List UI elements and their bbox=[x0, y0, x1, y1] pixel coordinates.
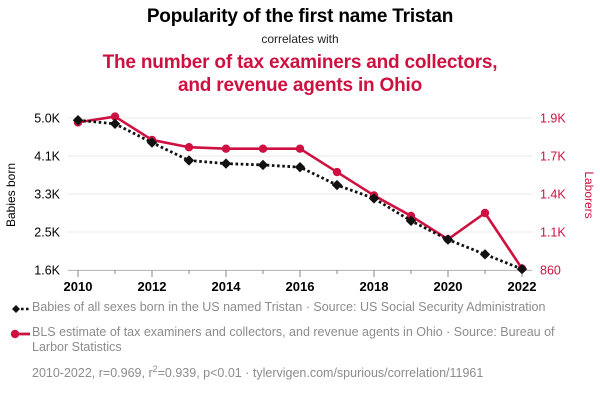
svg-text:2012: 2012 bbox=[138, 279, 167, 294]
chart-footer: Babies of all sexes born in the US named… bbox=[0, 300, 600, 381]
chart-subtitle: The number of tax examiners and collecto… bbox=[0, 51, 600, 97]
stats-r2-value: =0.939 bbox=[157, 366, 197, 381]
stats-sep-4: · bbox=[241, 366, 253, 381]
page-title: Popularity of the first name Tristan bbox=[146, 6, 454, 27]
stats-sep-2: , bbox=[141, 366, 149, 381]
left-axis-tick-labels: 5.0K 4.1K 3.3K 2.5K 1.6K bbox=[34, 112, 60, 278]
svg-text:2.5K: 2.5K bbox=[34, 226, 60, 240]
svg-text:2016: 2016 bbox=[286, 279, 315, 294]
svg-text:2014: 2014 bbox=[212, 279, 242, 294]
correlates-with-label: correlates with bbox=[261, 32, 339, 46]
x-axis-tick-labels: 2010 2012 2014 2016 2018 2020 2022 bbox=[64, 279, 537, 294]
line-chart-svg: 5.0K 4.1K 3.3K 2.5K 1.6K 1.9K 1.7K 1.4K 1.1K 860… bbox=[34, 112, 566, 295]
svg-text:4.1K: 4.1K bbox=[34, 150, 60, 164]
legend-item-babies: Babies of all sexes born in the US named… bbox=[6, 300, 592, 318]
right-axis-tick-labels: 1.9K 1.7K 1.4K 1.1K 860 bbox=[540, 112, 566, 278]
svg-text:3.3K: 3.3K bbox=[34, 188, 60, 202]
svg-text:1.4K: 1.4K bbox=[540, 188, 566, 202]
x-axis bbox=[68, 270, 532, 277]
stats-year-range: 2010-2022 bbox=[32, 366, 92, 381]
legend-label-laborers: BLS estimate of tax examiners and collec… bbox=[32, 325, 555, 354]
legend-key-diamond-dotted-icon bbox=[6, 302, 32, 318]
stats-sep-1: , bbox=[91, 366, 99, 381]
stats-r: r=0.969 bbox=[98, 366, 142, 381]
svg-text:5.0K: 5.0K bbox=[34, 112, 60, 126]
svg-text:2020: 2020 bbox=[434, 279, 463, 294]
chart-subtitle-line2: and revenue agents in Ohio bbox=[178, 75, 422, 96]
chart-header: Popularity of the first name Tristan cor… bbox=[0, 0, 600, 97]
svg-text:1.6K: 1.6K bbox=[34, 264, 60, 278]
right-axis-title: Laborers bbox=[582, 171, 596, 219]
svg-text:2022: 2022 bbox=[508, 279, 537, 294]
stats-sep-3: , bbox=[196, 366, 204, 381]
gridlines bbox=[68, 117, 532, 271]
stats-r2-superscript: 2 bbox=[152, 364, 158, 374]
correlation-stats-row: 2010-2022, r=0.969, r2=0.939, p<0.01 · t… bbox=[6, 362, 592, 381]
chart-plot-area: Babies born Laborers 5.0K 4.1K 3.3K 2.5K 1.6… bbox=[0, 104, 600, 295]
legend-item-laborers: BLS estimate of tax examiners and collec… bbox=[6, 325, 592, 355]
left-axis-title: Babies born bbox=[4, 162, 18, 228]
stats-p: p<0.01 bbox=[203, 366, 242, 381]
svg-text:2010: 2010 bbox=[64, 279, 93, 294]
source-url[interactable]: tylervigen.com/spurious/correlation/1196… bbox=[252, 366, 484, 381]
svg-text:1.9K: 1.9K bbox=[540, 112, 566, 126]
series-babies bbox=[72, 115, 528, 275]
svg-text:860: 860 bbox=[540, 264, 561, 278]
svg-text:1.7K: 1.7K bbox=[540, 150, 566, 164]
stats-r2-prefix: r bbox=[148, 366, 153, 381]
svg-text:2018: 2018 bbox=[360, 279, 389, 294]
svg-text:1.1K: 1.1K bbox=[540, 226, 566, 240]
chart-subtitle-line1: The number of tax examiners and collecto… bbox=[102, 52, 498, 73]
legend-key-circle-solid-icon bbox=[6, 327, 32, 343]
legend-label-babies: Babies of all sexes born in the US named… bbox=[32, 300, 546, 314]
correlation-stats: 2010-2022, r=0.969, r2=0.939, p<0.01 · t… bbox=[32, 362, 592, 381]
series-laborers bbox=[73, 112, 527, 273]
